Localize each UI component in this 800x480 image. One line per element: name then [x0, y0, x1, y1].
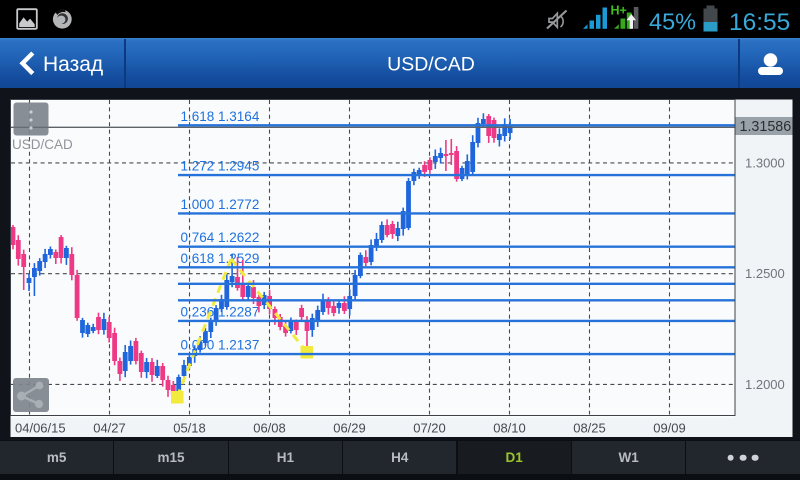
svg-text:08/25: 08/25 — [573, 421, 606, 436]
svg-text:H+: H+ — [611, 4, 627, 18]
svg-text:08/10: 08/10 — [493, 421, 526, 436]
svg-text:1.272 1.2945: 1.272 1.2945 — [181, 159, 260, 174]
svg-text:0.236 1.2287: 0.236 1.2287 — [181, 304, 260, 319]
svg-text:06/29: 06/29 — [333, 421, 366, 436]
svg-text:16:55: 16:55 — [729, 9, 790, 36]
svg-text:Назад: Назад — [43, 53, 103, 76]
svg-text:1.2500: 1.2500 — [745, 266, 785, 281]
svg-text:04/27: 04/27 — [93, 421, 126, 436]
svg-text:1.3000: 1.3000 — [745, 155, 785, 170]
svg-text:0.618 1.2529: 0.618 1.2529 — [181, 251, 260, 266]
svg-text:06/08: 06/08 — [253, 421, 286, 436]
svg-text:0.764 1.2622: 0.764 1.2622 — [181, 230, 260, 245]
svg-text:05/18: 05/18 — [173, 421, 206, 436]
svg-text:1.2000: 1.2000 — [745, 377, 785, 392]
svg-text:USD/CAD: USD/CAD — [12, 137, 73, 152]
svg-text:45%: 45% — [649, 9, 696, 35]
svg-text:1.618 1.3164: 1.618 1.3164 — [181, 109, 260, 124]
svg-text:04/06/15: 04/06/15 — [15, 421, 66, 436]
svg-text:07/20: 07/20 — [413, 421, 446, 436]
svg-text:1.31586: 1.31586 — [740, 119, 792, 135]
svg-text:USD/CAD: USD/CAD — [387, 54, 475, 76]
svg-text:1.000 1.2772: 1.000 1.2772 — [181, 197, 260, 212]
svg-text:09/09: 09/09 — [653, 421, 686, 436]
